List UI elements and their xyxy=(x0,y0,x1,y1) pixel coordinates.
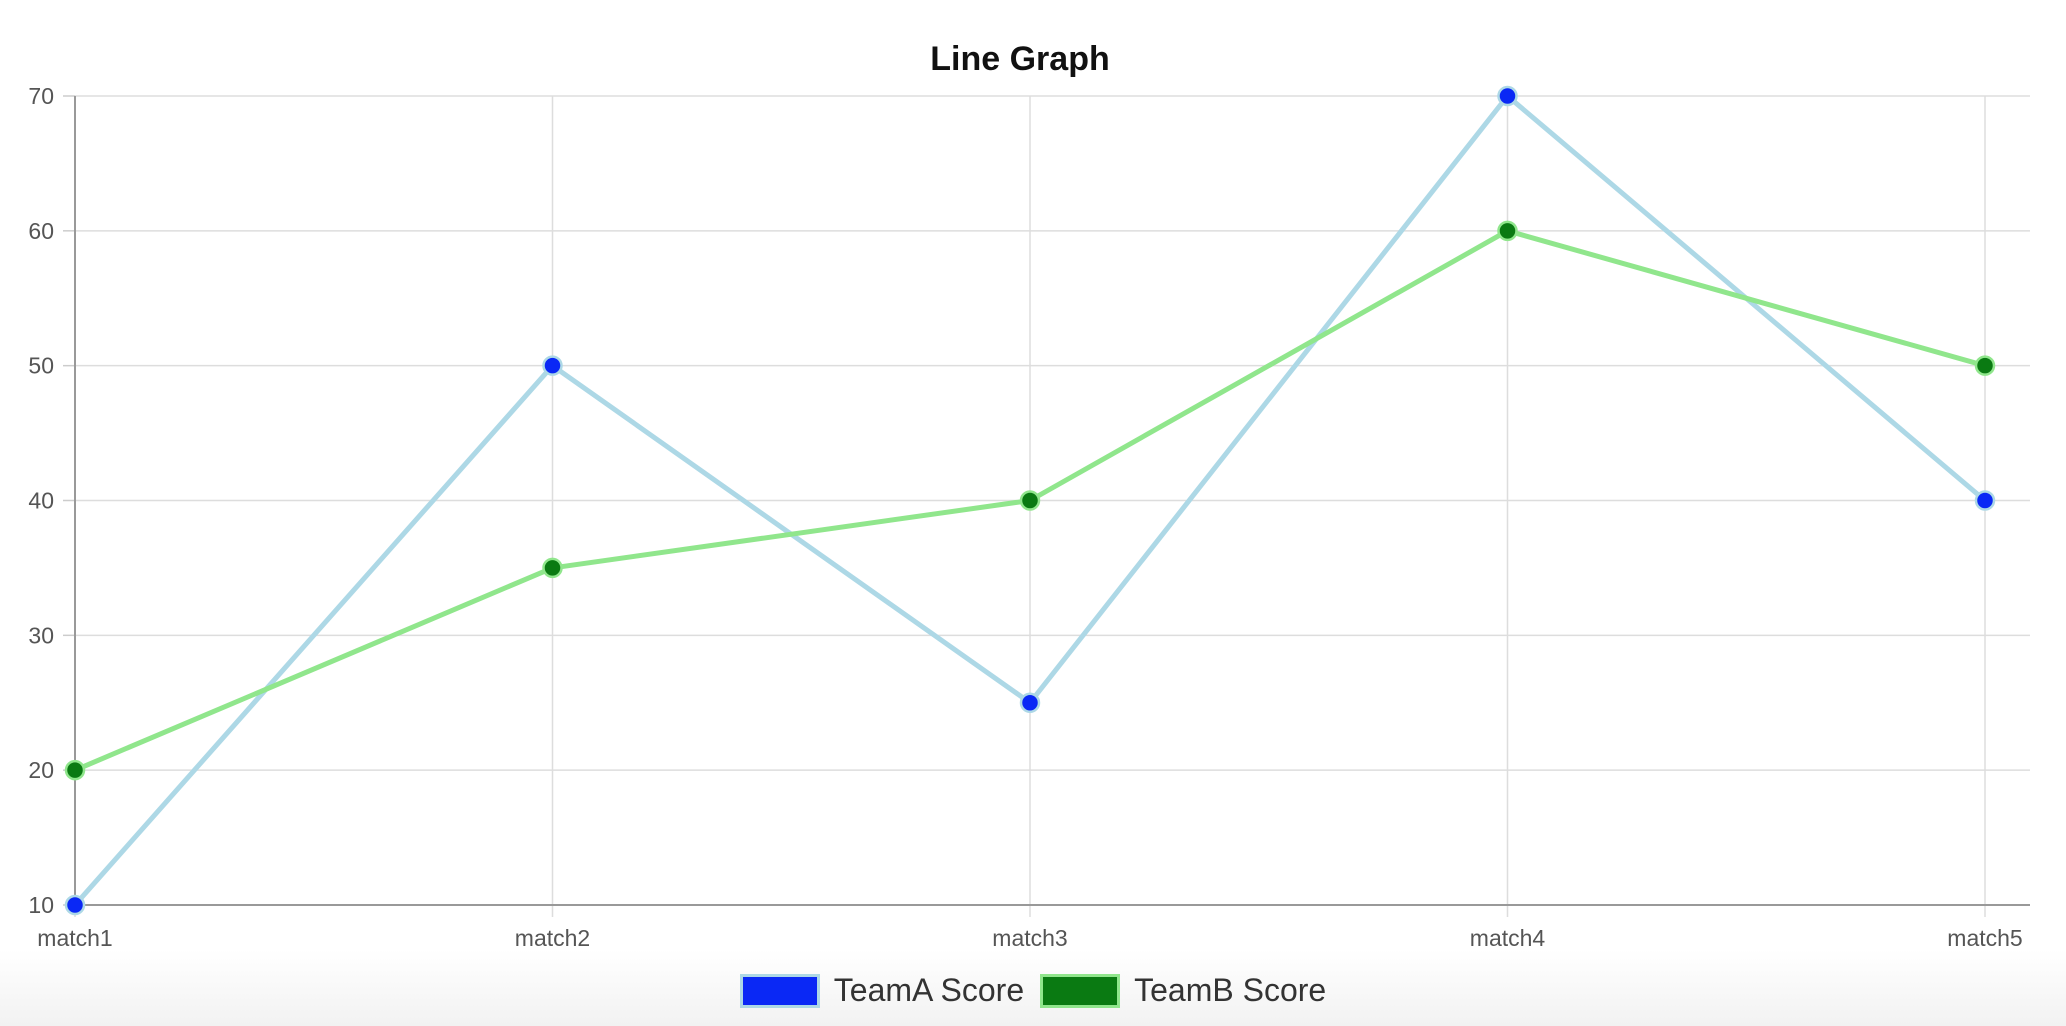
data-point xyxy=(1974,490,1996,511)
y-tick-label: 10 xyxy=(28,892,54,918)
legend-swatch xyxy=(739,973,820,1008)
legend: TeamA Score TeamB Score xyxy=(0,972,2066,1009)
legend-item[interactable]: TeamB Score xyxy=(1040,972,1326,1009)
series xyxy=(64,85,1996,916)
data-point xyxy=(1019,692,1041,713)
axes: 10 20 30 40 50 60 70 match1 match2 match3 match4 ma… xyxy=(28,83,2030,951)
data-point xyxy=(64,894,86,916)
legend-swatch xyxy=(1040,973,1121,1008)
line-chart: Line Graph 10 20 30 40 50 60 70 match1 match2 mat… xyxy=(28,40,2030,951)
legend-label: TeamB Score xyxy=(1134,972,1327,1008)
x-tick-label: match5 xyxy=(1947,925,2022,951)
data-point xyxy=(1019,490,1041,511)
x-tick-label: match3 xyxy=(992,925,1067,951)
data-point xyxy=(1497,85,1518,107)
grid xyxy=(74,95,2030,917)
data-point xyxy=(542,557,563,579)
data-point xyxy=(1497,220,1518,242)
y-tick-label: 30 xyxy=(28,622,54,648)
x-tick-label: match2 xyxy=(515,925,590,951)
x-tick-label: match1 xyxy=(37,925,112,951)
y-tick-label: 40 xyxy=(28,488,54,514)
data-point xyxy=(64,759,86,781)
chart-title: Line Graph xyxy=(930,40,1109,78)
y-tick-label: 60 xyxy=(28,218,54,244)
y-tick-label: 20 xyxy=(28,757,54,783)
x-tick-label: match4 xyxy=(1470,925,1546,951)
data-point xyxy=(542,355,563,376)
y-tick-label: 70 xyxy=(28,83,54,109)
legend-item[interactable]: TeamA Score xyxy=(739,972,1025,1009)
y-tick-label: 50 xyxy=(28,353,54,379)
legend-label: TeamA Score xyxy=(833,972,1025,1008)
data-point xyxy=(1974,355,1996,376)
